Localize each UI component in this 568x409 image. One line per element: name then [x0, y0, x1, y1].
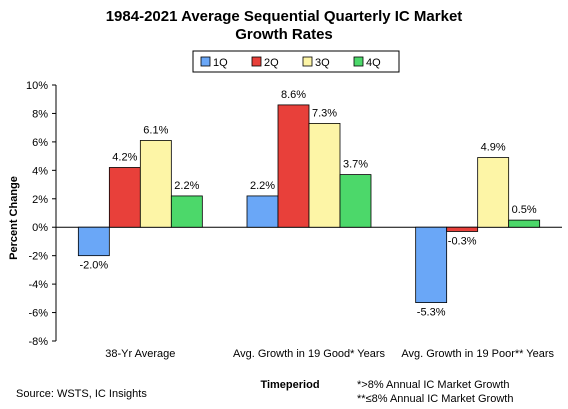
bar-2q-1 [108, 167, 141, 228]
bar-4q-3 [508, 219, 541, 228]
legend: 1Q 2Q 3Q 4Q [200, 56, 381, 69]
y-tick-label: -2% [28, 251, 48, 263]
chart-title-line2: Growth Rates [235, 26, 333, 43]
chart-title: 1984-2021 Average Sequential Quarterly I… [0, 8, 568, 44]
y-tick-label: 6% [32, 137, 48, 149]
y-tick-label: -8% [28, 336, 48, 348]
legend-box [192, 50, 400, 73]
bars [77, 104, 541, 304]
footnote-poor-years: **≤8% Annual IC Market Growth [357, 393, 513, 405]
data-label: 2.2% [250, 180, 275, 192]
y-tick-label: -4% [28, 279, 48, 291]
legend-swatch-2q [251, 56, 262, 67]
legend-swatch-3q [302, 56, 313, 67]
data-label: -2.0% [79, 260, 108, 272]
data-label: 3.7% [343, 159, 368, 171]
data-label: 0.5% [512, 204, 537, 216]
data-label: 2.2% [174, 180, 199, 192]
data-labels: -2.0% 4.2% 6.1% 2.2% 2.2% 8.6% 7.3% 3.7% -5.3% -0… [79, 89, 536, 319]
legend-swatch-4q [353, 56, 364, 67]
bar-4q-2 [339, 174, 372, 228]
x-category-label: 38-Yr Average [105, 348, 175, 360]
data-label: 8.6% [281, 89, 306, 101]
y-tick-label: -6% [28, 308, 48, 320]
bar-1q-2 [246, 195, 279, 228]
data-label: -5.3% [417, 307, 446, 319]
bar-1q-1 [77, 226, 110, 257]
legend-label-1q: 1Q [213, 57, 228, 69]
data-label: 4.9% [481, 142, 506, 154]
legend-swatch-1q [200, 56, 211, 67]
data-label: 7.3% [312, 107, 337, 119]
source-note: Source: WSTS, IC Insights [16, 388, 147, 400]
legend-label-3q: 3Q [315, 57, 330, 69]
x-category-label: Avg. Growth in 19 Poor** Years [401, 348, 554, 360]
y-tick-label: 4% [32, 165, 48, 177]
x-axis-label: Timeperiod [260, 379, 319, 391]
axes: -8% -6% -4% -2% 0% 2% 4% 6% 8% 10% 38-Yr Average Av… [26, 80, 562, 360]
bar-3q-2 [308, 123, 341, 228]
y-axis-label: Percent Change [8, 176, 20, 260]
bar-1q-3 [415, 226, 448, 304]
legend-label-4q: 4Q [366, 57, 381, 69]
data-label: -0.3% [448, 235, 477, 247]
y-tick-label: 2% [32, 194, 48, 206]
legend-label-2q: 2Q [264, 57, 279, 69]
chart-title-line1: 1984-2021 Average Sequential Quarterly I… [105, 8, 463, 25]
y-tick-label: 0% [32, 222, 48, 234]
bar-2q-3 [446, 226, 479, 232]
footnote-good-years: *>8% Annual IC Market Growth [357, 379, 510, 391]
bar-3q-1 [139, 140, 172, 228]
data-label: 6.1% [143, 124, 168, 136]
y-tick-label: 8% [32, 108, 48, 120]
bar-4q-1 [170, 195, 203, 228]
x-category-label: Avg. Growth in 19 Good* Years [233, 348, 386, 360]
data-label: 4.2% [112, 151, 137, 163]
y-tick-label: 10% [26, 80, 48, 92]
bar-3q-3 [477, 157, 510, 228]
bar-2q-2 [277, 104, 310, 228]
